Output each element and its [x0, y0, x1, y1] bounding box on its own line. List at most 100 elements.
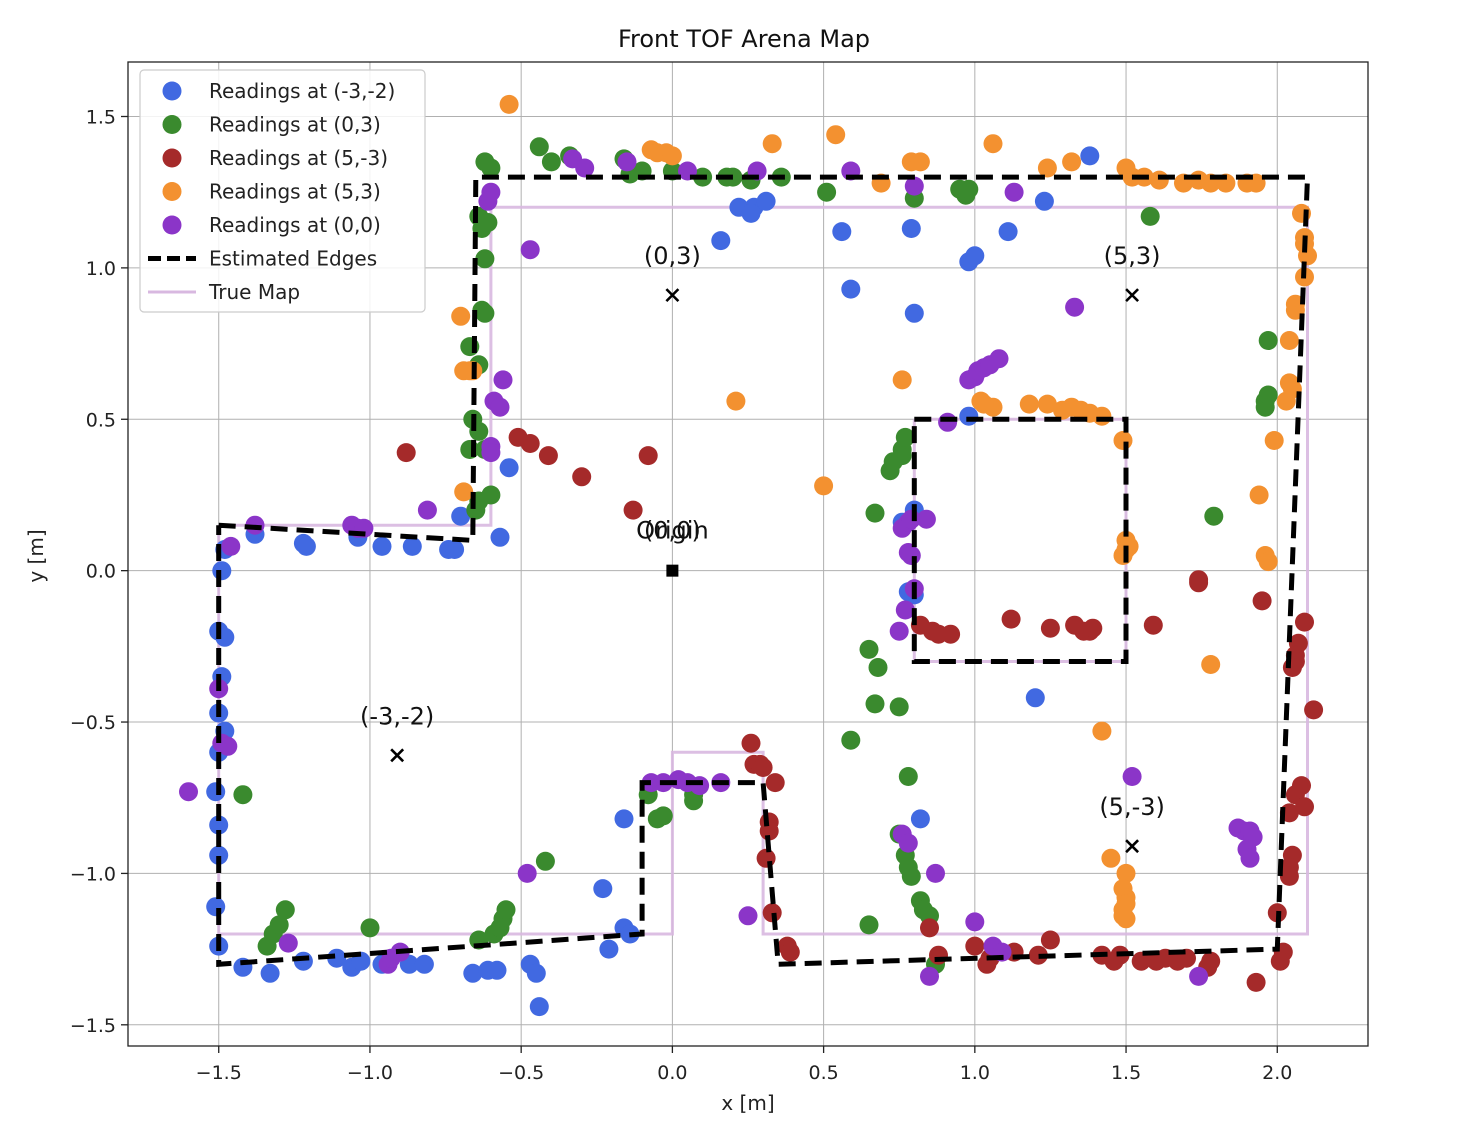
legend-label: Readings at (-3,-2) [209, 79, 395, 103]
reading-point-series-2 [753, 758, 773, 777]
y-tick-label: 0.5 [86, 409, 116, 431]
reading-point-series-2 [1246, 972, 1266, 992]
reading-point-series-3 [971, 391, 991, 411]
reading-point-series-2 [941, 624, 961, 644]
reading-point-series-3 [983, 134, 1003, 154]
reading-point-series-2 [1252, 591, 1272, 611]
reading-point-series-0 [463, 963, 483, 983]
reading-point-series-2 [1146, 951, 1166, 971]
reading-point-series-0 [487, 960, 507, 980]
reading-point-series-2 [1189, 573, 1209, 593]
reading-point-series-4 [926, 863, 945, 883]
estimated-edges-lines [216, 174, 1311, 967]
reading-point-series-1 [959, 179, 979, 199]
x-axis-label: x [m] [721, 1091, 774, 1115]
x-tick-label: 1.5 [1111, 1062, 1141, 1084]
reading-point-series-3 [1092, 721, 1112, 741]
reading-point-series-2 [741, 733, 761, 753]
reading-point-series-0 [490, 527, 510, 547]
reading-point-series-0 [959, 406, 979, 426]
reading-point-series-2 [396, 443, 416, 463]
reading-point-series-4 [481, 443, 501, 463]
reading-point-series-0 [998, 222, 1018, 242]
reading-point-series-4 [690, 776, 710, 796]
reading-point-series-4 [1240, 848, 1260, 868]
reading-point-series-1 [1258, 385, 1278, 405]
reading-point-series-1 [1140, 206, 1160, 226]
reading-point-series-3 [1149, 170, 1169, 190]
reading-point-series-2 [1295, 797, 1314, 817]
reading-point-series-2 [1168, 951, 1187, 971]
reading-point-series-0 [756, 191, 776, 211]
reading-point-series-1 [898, 767, 918, 786]
reading-point-series-3 [499, 94, 519, 114]
reading-point-series-2 [1295, 612, 1314, 632]
reading-point-series-1 [541, 152, 561, 172]
reading-point-series-1 [529, 137, 549, 157]
reading-point-series-2 [1040, 930, 1060, 950]
reading-point-series-4 [965, 912, 985, 932]
reading-point-series-4 [179, 782, 198, 802]
reading-point-series-2 [538, 446, 558, 466]
reading-point-series-1 [475, 152, 495, 172]
reading-point-series-4 [490, 397, 510, 417]
reading-point-series-0 [614, 809, 634, 829]
position-x-marker [1125, 839, 1140, 854]
y-axis-label: y [m] [24, 529, 48, 582]
reading-point-series-3 [1298, 246, 1317, 266]
reading-point-series-0 [372, 536, 392, 556]
reading-point-series-0 [910, 809, 930, 829]
reading-point-series-4 [898, 833, 918, 853]
reading-point-series-3 [1037, 394, 1057, 414]
reading-point-series-2 [572, 467, 592, 487]
reading-point-series-0 [901, 219, 921, 238]
reading-point-series-2 [756, 848, 776, 868]
reading-point-series-4 [901, 546, 921, 565]
x-tick-label: 1.0 [960, 1062, 990, 1084]
reading-point-series-3 [1264, 431, 1284, 450]
reading-point-series-0 [209, 815, 229, 835]
y-tick-label: 1.5 [86, 106, 116, 128]
reading-point-series-4 [1122, 767, 1142, 786]
reading-point-series-1 [841, 730, 861, 750]
reading-point-series-2 [1143, 615, 1163, 635]
reading-point-series-0 [206, 897, 226, 917]
reading-point-series-0 [260, 963, 280, 983]
reading-point-series-2 [780, 942, 800, 962]
x-tick-label: −1.0 [347, 1062, 393, 1084]
legend-label: True Map [208, 280, 300, 304]
reading-point-series-4 [1189, 966, 1209, 986]
reading-point-series-1 [269, 915, 289, 935]
reading-point-series-4 [575, 158, 595, 178]
plot-frame [127, 61, 1369, 1047]
reading-point-series-0 [445, 540, 465, 559]
reading-point-series-4 [617, 152, 637, 172]
reading-point-series-1 [257, 936, 277, 956]
reading-point-series-3 [454, 482, 474, 502]
reading-point-series-2 [920, 918, 939, 938]
legend-swatch-dot [162, 215, 182, 235]
reading-point-series-0 [209, 845, 229, 865]
reading-point-series-1 [475, 303, 495, 323]
reading-point-series-2 [1279, 866, 1299, 886]
reading-point-series-3 [1053, 400, 1072, 420]
legend-label: Readings at (0,3) [209, 113, 381, 137]
reading-point-series-1 [1204, 506, 1224, 526]
position-x-marker [1125, 288, 1140, 303]
y-tick-label: 1.0 [86, 258, 116, 280]
reading-point-series-4 [916, 509, 936, 529]
reading-point-series-2 [623, 500, 643, 520]
reading-point-series-3 [1113, 906, 1133, 926]
reading-point-series-0 [526, 963, 546, 983]
position-label: (5,3) [1104, 242, 1161, 270]
reading-point-series-2 [1040, 618, 1060, 638]
legend: Readings at (-3,-2) Readings at (0,3) Read… [139, 69, 426, 313]
reading-point-series-2 [520, 434, 540, 453]
reading-point-series-1 [653, 806, 673, 826]
reading-point-series-3 [826, 125, 846, 145]
reading-point-series-0 [529, 997, 549, 1017]
reading-point-series-4 [738, 906, 758, 926]
estimated-edge-line [911, 416, 1129, 664]
reading-point-series-3 [1279, 331, 1299, 350]
